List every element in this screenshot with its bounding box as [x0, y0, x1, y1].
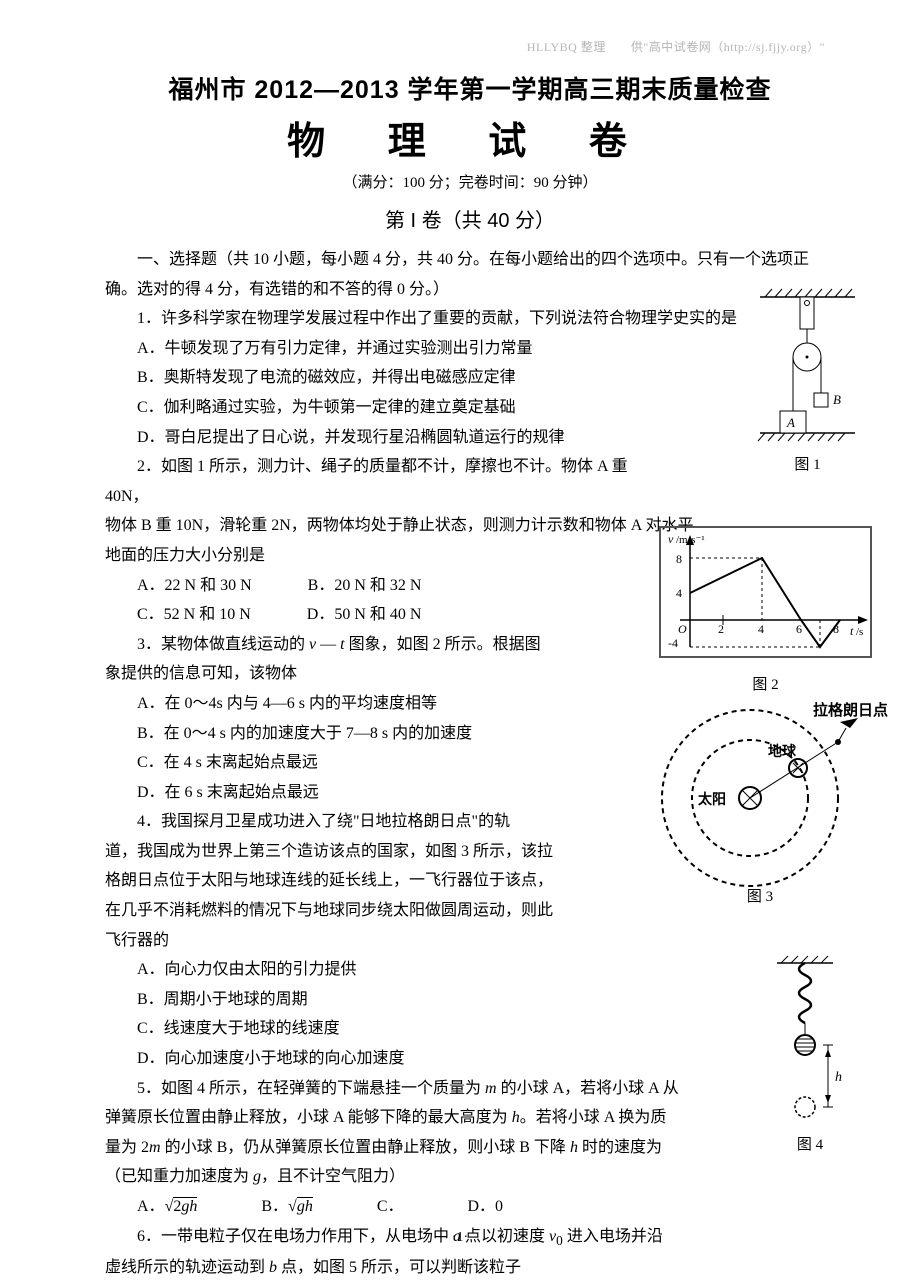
svg-text:/s: /s: [856, 626, 863, 638]
svg-text:O: O: [678, 622, 687, 636]
svg-text:8: 8: [676, 552, 682, 566]
q1-B: B．奥斯特发现了电流的磁效应，并得出电磁感应定律: [105, 363, 835, 393]
q4-B: B．周期小于地球的周期: [105, 985, 835, 1015]
q2-stem-2: 物体 B 重 10N，滑轮重 2N，两物体均处于静止状态，则测力计示数和物体 A…: [105, 511, 704, 570]
q1-D: D．哥白尼提出了日心说，并发现行星沿椭圆轨道运行的规律: [105, 423, 835, 453]
svg-text:A: A: [786, 415, 795, 430]
q4-C: C．线速度大于地球的线速度: [105, 1014, 835, 1044]
q5-D: D．0: [468, 1198, 504, 1215]
q5-stem-3: 量为 2m 的小球 B，仍从弹簧原长位置由静止释放，则小球 B 下降 h 时的速…: [105, 1133, 704, 1163]
q5-opts: A．√2gh B．√gh C． D．0: [105, 1192, 835, 1222]
q4-D: D．向心加速度小于地球的向心加速度: [105, 1044, 835, 1074]
q5-stem-1: 5．如图 4 所示，在轻弹簧的下端悬挂一个质量为 m 的小球 A，若将小球 A …: [105, 1074, 704, 1104]
section-title: 第 I 卷（共 40 分）: [105, 204, 835, 233]
q5-C: C．: [377, 1198, 404, 1215]
q4-stem-2: 道，我国成为世界上第三个造访该点的国家，如图 3 所示，该拉格朗日点位于太阳与地…: [105, 837, 558, 955]
title-main: 福州市 2012—2013 学年第一学期高三期末质量检查: [105, 70, 835, 106]
q2-C: C．52 N 和 10 N: [137, 606, 251, 623]
q3-stem-2: 象提供的信息可知，该物体: [105, 659, 558, 689]
content-body: B A 图 1 v /m·s⁻¹ t /s 8 4: [105, 245, 835, 1283]
q3-B: B．在 0～4 s 内的加速度大于 7—8 s 内的加速度: [105, 719, 558, 749]
sun-label: 太阳: [698, 788, 726, 814]
figure-3: 拉格朗日点 地球 太阳 图 3: [640, 700, 880, 912]
q3-C: C．在 4 s 末离起始点最远: [105, 748, 558, 778]
figure-4-label: 图 4: [765, 1132, 855, 1160]
figure-4: h 图 4: [765, 955, 855, 1160]
header-annotation: HLLYBQ 整理 供"高中试卷网（http://sj.fjjy.org）": [527, 38, 825, 55]
svg-text:4: 4: [676, 586, 682, 600]
q1-stem: 1．许多科学家在物理学发展过程中作出了重要的贡献，下列说法符合物理学史实的是: [105, 304, 835, 334]
figure-2-label: 图 2: [658, 672, 873, 700]
q2-A: A．22 N 和 30 N: [137, 577, 252, 594]
q3-stem-1: 3．某物体做直线运动的 v — t 图象，如图 2 所示。根据图: [105, 630, 558, 660]
title-subject: 物 理 试 卷: [105, 110, 835, 165]
q5-B: B．√gh: [261, 1197, 312, 1215]
svg-text:6: 6: [796, 622, 802, 636]
figure-1-label: 图 1: [750, 452, 865, 480]
lagrange-label: 拉格朗日点: [813, 698, 888, 726]
instructions: 一、选择题（共 10 小题，每小题 4 分，共 40 分。在每小题给出的四个选项…: [105, 245, 835, 304]
svg-text:4: 4: [758, 622, 764, 636]
q4-stem-1: 4．我国探月卫星成功进入了绕"日地拉格朗日点"的轨: [105, 807, 558, 837]
q1-C: C．伽利略通过实验，为牛顿第一定律的建立奠定基础: [105, 393, 835, 423]
svg-text:-4: -4: [668, 636, 678, 650]
svg-text:t: t: [850, 624, 854, 638]
figure-3-label: 图 3: [640, 884, 880, 912]
title-info: （满分：100 分；完卷时间：90 分钟）: [105, 171, 835, 192]
q1-A: A．牛顿发现了万有引力定律，并通过实验测出引力常量: [105, 334, 835, 364]
q5-A: A．√2gh: [137, 1197, 197, 1215]
svg-text:B: B: [833, 392, 841, 407]
q2-B: B．20 N 和 32 N: [308, 577, 422, 594]
svg-text:h: h: [835, 1070, 842, 1085]
earth-label: 地球: [768, 740, 796, 766]
q4-A: A．向心力仅由太阳的引力提供: [105, 955, 835, 985]
q2-stem-1: 2．如图 1 所示，测力计、绳子的质量都不计，摩擦也不计。物体 A 重 40N，: [105, 452, 631, 511]
q3-D: D．在 6 s 末离起始点最远: [105, 778, 558, 808]
q3-A: A．在 0～4s 内与 4—6 s 内的平均速度相等: [105, 689, 558, 719]
q2-D: D．50 N 和 40 N: [307, 606, 422, 623]
q6-stem-2: 虚线所示的轨迹运动到 b 点，如图 5 所示，可以判断该粒子: [105, 1253, 704, 1283]
q5-stem-2: 弹簧原长位置由静止释放，小球 A 能够下降的最大高度为 h。若将小球 A 换为质: [105, 1103, 704, 1133]
q5-stem-4: （已知重力加速度为 g，且不计空气阻力）: [105, 1162, 704, 1192]
figure-1: B A 图 1: [750, 285, 865, 480]
figure-2: v /m·s⁻¹ t /s 8 4 -4 O 2 4 6 8 图 2: [658, 525, 873, 700]
svg-text:/m·s⁻¹: /m·s⁻¹: [676, 534, 705, 546]
svg-text:v: v: [668, 532, 674, 546]
page-number: ·1·: [0, 1230, 920, 1246]
